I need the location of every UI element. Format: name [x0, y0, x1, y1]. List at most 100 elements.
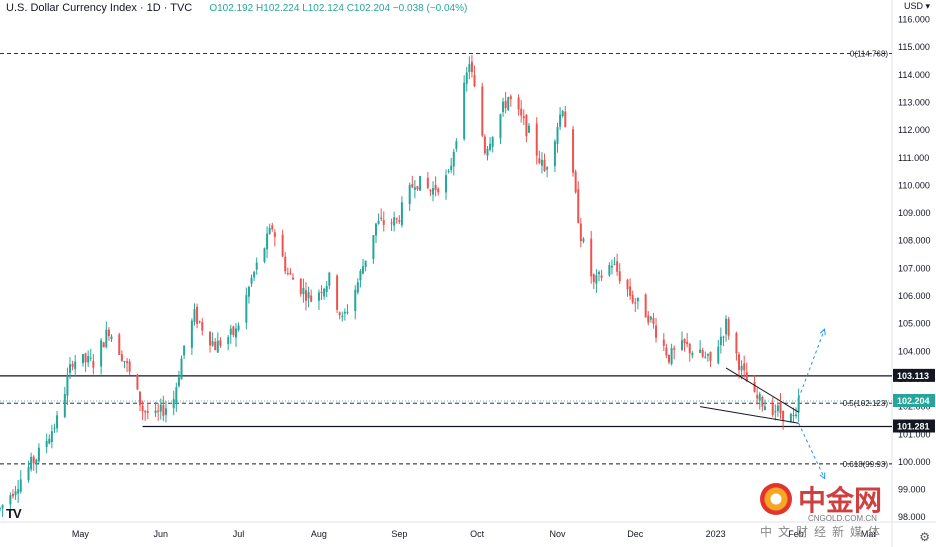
candle-body	[400, 202, 403, 226]
candle-body	[393, 217, 396, 226]
candle-body	[590, 238, 593, 277]
candle-body	[323, 288, 326, 297]
candle-body	[247, 286, 250, 297]
candle-body	[11, 494, 14, 497]
candle-body	[517, 97, 520, 110]
candle-body	[362, 266, 365, 274]
candle-body	[268, 227, 271, 234]
candle-body	[35, 459, 38, 465]
currency-selector[interactable]: USD ▾	[903, 1, 930, 11]
candle-body	[564, 111, 567, 128]
candle-body	[37, 447, 40, 462]
candle-body	[110, 336, 113, 340]
y-tick-label: 111.000	[898, 153, 929, 163]
candle-body	[738, 354, 741, 371]
candle-body	[572, 129, 575, 173]
candle-body	[229, 328, 232, 335]
candle-body	[286, 273, 289, 275]
candle-body	[613, 263, 616, 265]
x-tick-label: 2023	[706, 529, 726, 539]
candle-body	[123, 360, 126, 362]
tradingview-logo[interactable]: TV	[6, 506, 22, 521]
candle-body	[743, 363, 746, 371]
candle-body	[507, 97, 510, 110]
candle-body	[273, 232, 276, 237]
candle-body	[102, 342, 105, 348]
candle-body	[776, 405, 779, 412]
candle-body	[450, 165, 453, 170]
candle-body	[535, 123, 538, 156]
y-tick-label: 100.000	[898, 457, 931, 467]
candle-body	[211, 341, 214, 346]
y-tick-label: 99.000	[898, 485, 926, 495]
low-value: L102.124	[302, 3, 344, 14]
candle-body	[84, 353, 87, 363]
candle-body	[372, 235, 375, 260]
candle-body	[546, 167, 549, 170]
last-price-text: 102.204	[897, 396, 930, 406]
candle-body	[668, 354, 670, 363]
candle-body	[19, 479, 22, 492]
projection-arrowhead-0	[819, 328, 826, 336]
y-tick-label: 116.000	[898, 15, 930, 25]
candle-body	[118, 334, 121, 356]
candle-body	[382, 220, 385, 225]
candle-body	[263, 248, 266, 262]
y-tick-label: 115.000	[898, 42, 930, 52]
candle-body	[608, 264, 611, 276]
candle-body	[649, 316, 652, 320]
y-tick-label: 113.000	[898, 97, 930, 107]
candle-body	[159, 404, 162, 412]
candle-body	[201, 322, 204, 331]
candle-body	[71, 363, 74, 367]
x-tick-label: Dec	[627, 529, 644, 539]
candle-body	[328, 272, 331, 286]
candle-body	[745, 372, 748, 382]
candle-body	[216, 340, 219, 353]
candle-body	[527, 125, 530, 133]
level-label-fib-0: 0(114.768)	[850, 50, 888, 59]
candle-body	[795, 414, 798, 417]
candle-body	[343, 311, 346, 314]
candle-body	[553, 141, 556, 167]
candle-body	[452, 151, 455, 167]
candle-body	[271, 225, 274, 230]
candle-body	[683, 338, 686, 344]
candle-body	[234, 328, 237, 338]
candle-body	[592, 274, 595, 283]
candle-body	[338, 312, 341, 316]
candle-body	[317, 292, 320, 301]
y-tick-label: 106.000	[898, 291, 931, 301]
candle-body	[139, 391, 142, 406]
candle-body	[63, 394, 66, 417]
candle-body	[356, 282, 359, 293]
candle-body	[128, 361, 131, 372]
candle-body	[408, 184, 411, 205]
symbol-title[interactable]: U.S. Dollar Currency Index · 1D · TVC	[6, 2, 193, 14]
candle-body	[162, 405, 165, 416]
candle-body	[17, 489, 20, 494]
projection-arrowhead-1	[819, 472, 826, 480]
y-tick-label: 112.000	[898, 125, 930, 135]
candle-body	[146, 411, 149, 413]
y-tick-label: 101.000	[898, 429, 931, 439]
candle-body	[579, 223, 582, 242]
gear-icon[interactable]: ⚙	[919, 530, 930, 544]
x-tick-label: Oct	[470, 529, 485, 539]
projection-arrow-1	[798, 423, 826, 479]
candle-body	[763, 406, 766, 411]
candle-body	[662, 339, 665, 346]
candle-body	[164, 408, 167, 415]
candle-body	[626, 279, 629, 290]
candle-body	[214, 341, 217, 351]
candle-body	[1, 505, 4, 509]
candle-body	[266, 233, 269, 250]
candle-body	[198, 321, 201, 323]
y-tick-label: 110.000	[898, 180, 930, 190]
candle-body	[636, 297, 639, 302]
candle-body	[486, 148, 489, 156]
candle-body	[699, 349, 702, 353]
candle-body	[618, 271, 621, 282]
candle-body	[9, 495, 12, 505]
